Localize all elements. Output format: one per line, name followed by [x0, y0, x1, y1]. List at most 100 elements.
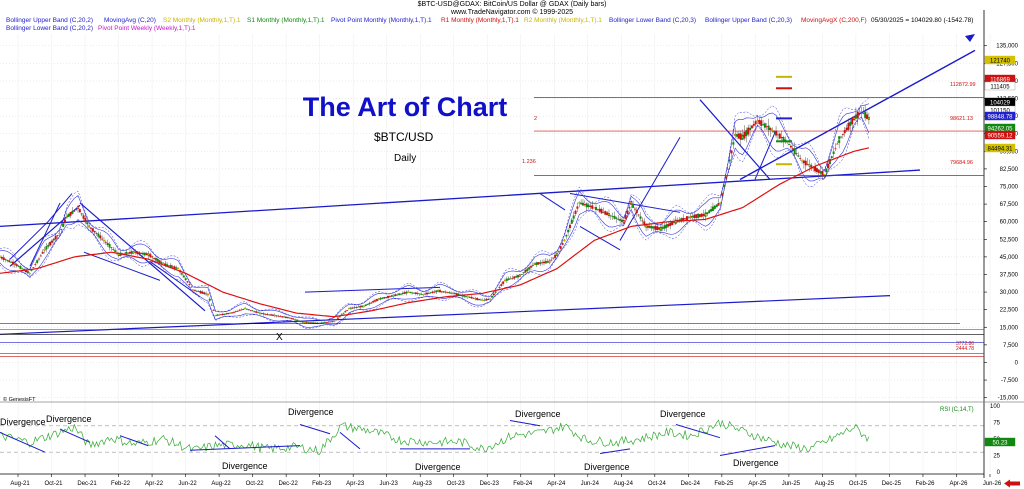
price-point [467, 295, 469, 298]
candle-body [730, 150, 733, 154]
candle-body [17, 265, 20, 267]
candle-body [583, 204, 586, 206]
candle-body [851, 117, 854, 125]
trendline [304, 286, 441, 293]
price-point [103, 239, 105, 242]
candle-body [557, 250, 560, 252]
candle-body [847, 122, 850, 130]
candle-body [299, 320, 302, 322]
candle-body [210, 304, 213, 306]
candle-body [762, 124, 765, 126]
price-tag-label: 101150 [990, 109, 1010, 115]
price-point [88, 225, 90, 228]
candle-body [110, 247, 113, 249]
candle-body [711, 206, 714, 211]
price-point [868, 117, 870, 120]
candle-body [197, 291, 200, 292]
price-point [147, 253, 150, 256]
candle-body [472, 297, 475, 299]
y-tick-label: 0 [1015, 360, 1019, 366]
price-tag-label: 98848.78 [987, 115, 1013, 121]
candle-body [789, 145, 792, 148]
price-tag-label: 121740 [990, 59, 1011, 65]
price-point [437, 290, 439, 292]
candle-body [325, 322, 328, 323]
candle-body [56, 235, 59, 237]
candle-body [316, 322, 319, 324]
candle-body [554, 254, 557, 258]
candle-body [637, 214, 640, 216]
candle-body [797, 155, 800, 157]
candle-body [281, 316, 284, 318]
candle-body [167, 265, 170, 267]
y-tick-label: 127,500 [996, 61, 1018, 67]
rsi-trendline [675, 424, 721, 439]
candle-body [405, 291, 408, 294]
candle-body [509, 278, 512, 280]
candle-body [609, 215, 612, 217]
x-tick-label: Apr-23 [346, 481, 365, 487]
candle-body [169, 264, 172, 268]
price-point [556, 253, 558, 256]
x-tick-label: Aug-22 [211, 481, 231, 487]
candle-body [442, 291, 445, 293]
candle-body [606, 212, 609, 216]
candle-body [505, 278, 508, 281]
price-point [118, 253, 120, 256]
candle-body [639, 216, 642, 219]
candle-body [476, 298, 479, 300]
candle-body [80, 213, 83, 215]
candle-body [106, 242, 109, 246]
plot-frame [0, 10, 1024, 478]
fib-2-label: 2 [534, 116, 537, 122]
candle-body [769, 128, 772, 130]
price-tag-label: 116869 [990, 78, 1010, 84]
candle-body [524, 270, 527, 273]
price-tag [984, 130, 1016, 140]
candle-body [301, 321, 304, 323]
candle-body [528, 267, 531, 270]
price-tag [984, 111, 1016, 121]
rsi-trendline [299, 424, 331, 435]
candle-body [223, 314, 226, 315]
candle-body [546, 261, 549, 263]
y-tick-label: 135,000 [996, 44, 1018, 50]
candle-body [717, 203, 720, 206]
candle-body [775, 130, 778, 136]
moving-average-200-line [0, 147, 870, 318]
candle-body [478, 298, 481, 300]
candle-body [151, 256, 154, 258]
candle-body [665, 224, 668, 228]
x-tick-label: Oct-22 [246, 481, 265, 487]
price-point [704, 213, 707, 216]
candle-body [173, 266, 176, 269]
x-tick-label: Dec-21 [77, 481, 97, 487]
candle-body [799, 157, 802, 159]
candle-body [264, 313, 267, 315]
price-point [808, 164, 811, 167]
candle-body [429, 292, 432, 294]
x-mark: X [276, 332, 283, 343]
price-point [801, 159, 803, 162]
price-point [608, 213, 610, 216]
candle-body [69, 212, 72, 216]
rsi-line [0, 419, 870, 456]
candle-body [366, 303, 369, 305]
candle-body [140, 252, 143, 254]
candle-body [542, 261, 545, 264]
candle-body [255, 311, 258, 313]
price-point [207, 293, 209, 296]
x-tick-label: Jun-25 [782, 481, 801, 487]
candle-body [216, 314, 219, 316]
candle-body [401, 292, 404, 294]
candle-body [8, 260, 11, 263]
candle-body [457, 293, 460, 296]
price-point [623, 220, 625, 223]
candle-body [570, 219, 573, 224]
price-point [28, 272, 31, 275]
scroll-arrow-button[interactable] [1002, 479, 1022, 488]
price-point [838, 138, 840, 141]
candle-body [413, 292, 416, 294]
candle-body [149, 254, 152, 258]
candle-body [788, 144, 791, 145]
